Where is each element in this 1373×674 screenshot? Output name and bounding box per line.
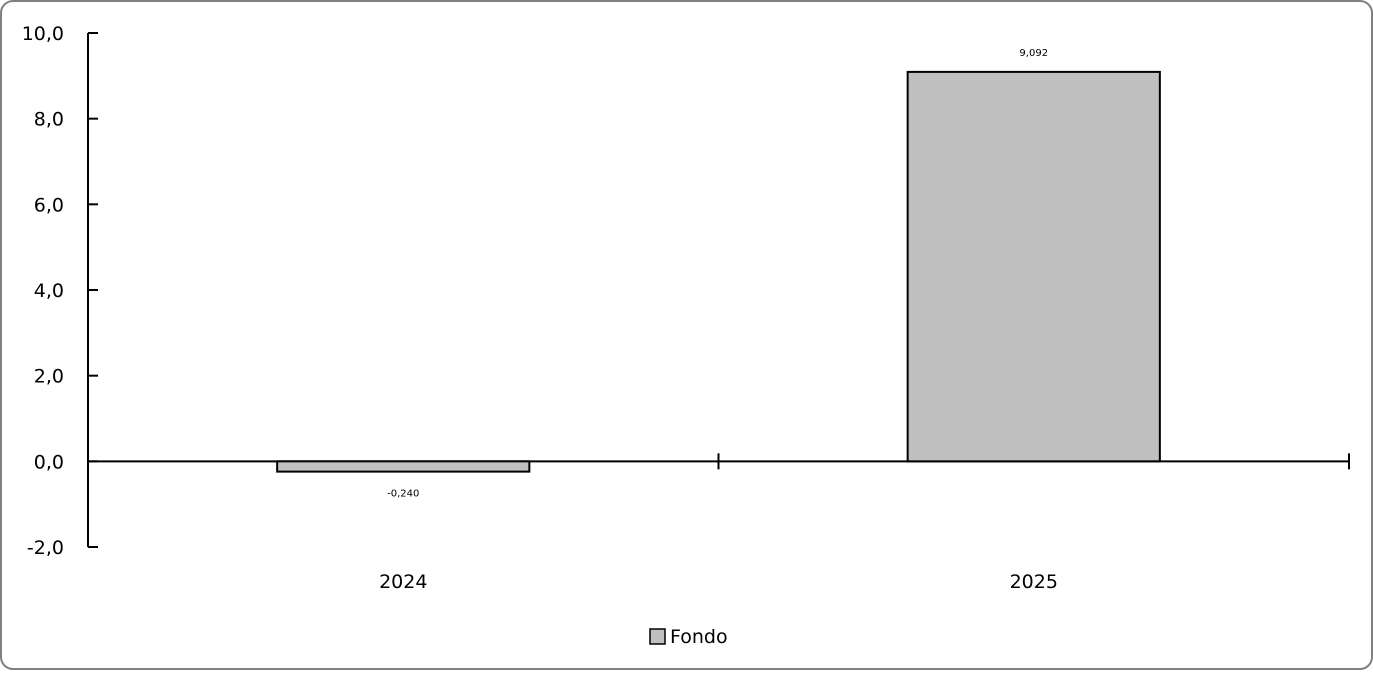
y-tick-label: 6,0 [34, 194, 64, 216]
plot-area: -2,0 0,0 2,0 4,0 6,0 8,0 10,0 -0,240 2024 9,092 20… [22, 23, 1350, 593]
legend-swatch-fondo [649, 628, 666, 645]
y-tick-label: -2,0 [27, 537, 64, 559]
y-tick-label: 0,0 [34, 451, 64, 473]
y-tick-label: 8,0 [34, 109, 64, 131]
data-label-2025: 9,092 [1019, 48, 1048, 59]
bar-2025 [906, 70, 1161, 463]
y-tick-label: 10,0 [22, 23, 64, 45]
legend-label-fondo: Fondo [670, 626, 728, 648]
x-tick-label-2024: 2024 [379, 571, 427, 593]
data-label-2024: -0,240 [387, 489, 419, 500]
y-tick-label: 4,0 [34, 280, 64, 302]
x-tick-label-2025: 2025 [1010, 571, 1058, 593]
bar-2024 [276, 460, 531, 473]
legend: Fondo [649, 626, 728, 648]
y-tick-label: 2,0 [34, 366, 64, 388]
